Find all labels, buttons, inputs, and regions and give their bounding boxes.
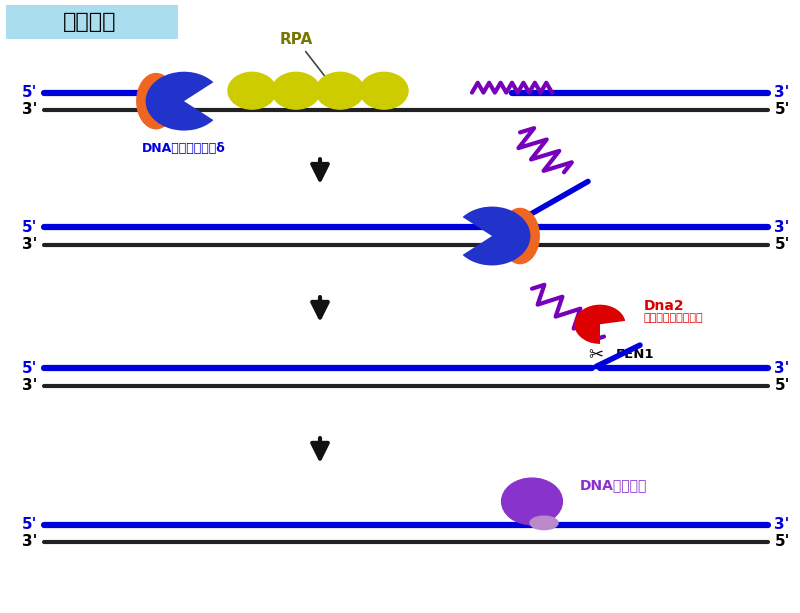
Text: 3': 3'	[22, 535, 38, 549]
Circle shape	[228, 72, 276, 109]
Text: 3': 3'	[22, 378, 38, 393]
Text: 3': 3'	[22, 102, 38, 117]
Text: 5': 5'	[774, 237, 790, 252]
Text: 5': 5'	[22, 220, 38, 235]
Text: RPA: RPA	[279, 32, 326, 78]
Text: 3': 3'	[774, 361, 790, 376]
Text: 3': 3'	[22, 237, 38, 252]
FancyBboxPatch shape	[6, 5, 178, 39]
Wedge shape	[574, 305, 626, 344]
Text: 5': 5'	[774, 535, 790, 549]
Text: FEN1: FEN1	[616, 348, 654, 362]
Text: 3': 3'	[774, 85, 790, 100]
Circle shape	[316, 72, 364, 109]
Text: 5': 5'	[774, 378, 790, 393]
Text: 3': 3'	[774, 220, 790, 235]
Text: 5': 5'	[22, 85, 38, 100]
Text: 5': 5'	[22, 517, 38, 532]
Text: Dna2: Dna2	[644, 299, 685, 313]
Text: 3': 3'	[774, 517, 790, 532]
Wedge shape	[146, 72, 214, 131]
Text: 5': 5'	[22, 361, 38, 376]
Circle shape	[360, 72, 408, 109]
Circle shape	[502, 478, 562, 525]
Ellipse shape	[501, 208, 539, 264]
Text: DNAリガーゼ: DNAリガーゼ	[580, 478, 647, 492]
Text: 5': 5'	[774, 102, 790, 117]
Text: 真核生物: 真核生物	[63, 12, 116, 32]
Circle shape	[272, 72, 320, 109]
Text: ✂: ✂	[589, 346, 603, 364]
Text: エンドヌクレアーゼ: エンドヌクレアーゼ	[644, 313, 704, 323]
Ellipse shape	[530, 516, 558, 530]
Text: DNAポリメラーゼδ: DNAポリメラーゼδ	[142, 142, 226, 154]
Wedge shape	[462, 207, 530, 265]
Ellipse shape	[137, 74, 175, 129]
